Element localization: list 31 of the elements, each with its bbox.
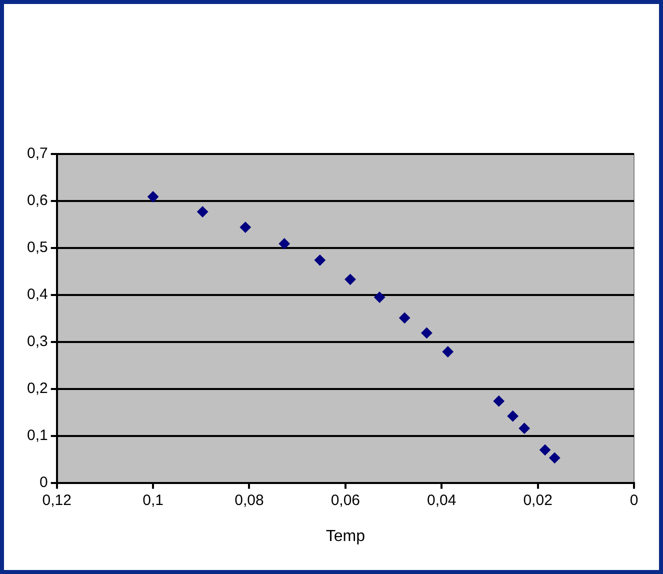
x-tick-label: 0,1 (142, 492, 164, 509)
x-tick-label: 0 (630, 492, 638, 509)
point (399, 312, 410, 324)
point (148, 191, 159, 202)
x-tick-label: 0,04 (427, 492, 456, 509)
x-tick-label: 0,02 (523, 492, 552, 509)
point (421, 327, 432, 338)
point (278, 238, 290, 250)
point (344, 274, 356, 285)
point (374, 292, 386, 303)
y-tick-label: 0,4 (26, 286, 48, 304)
y-tick-label: 0,2 (26, 380, 48, 397)
point (197, 206, 208, 218)
point (442, 346, 454, 358)
x-tick-label: 0,08 (234, 492, 264, 509)
x-tick-label: 0,06 (330, 492, 360, 509)
point (314, 254, 326, 266)
y-tick-label: 0,6 (26, 192, 48, 210)
point (507, 410, 518, 422)
y-tick-label: 0,3 (26, 333, 48, 350)
x-tick-label: 0,12 (42, 492, 72, 509)
y-tick-label: 0,5 (26, 239, 48, 256)
point (240, 222, 251, 233)
y-tick-label: 0,1 (26, 426, 48, 444)
y-tick-label: 0,7 (26, 145, 48, 162)
point (540, 444, 551, 456)
x-axis-title: Temp (326, 528, 366, 545)
point (518, 422, 530, 434)
point (549, 452, 560, 464)
point (493, 396, 504, 407)
y-tick-label: 0 (40, 474, 48, 491)
